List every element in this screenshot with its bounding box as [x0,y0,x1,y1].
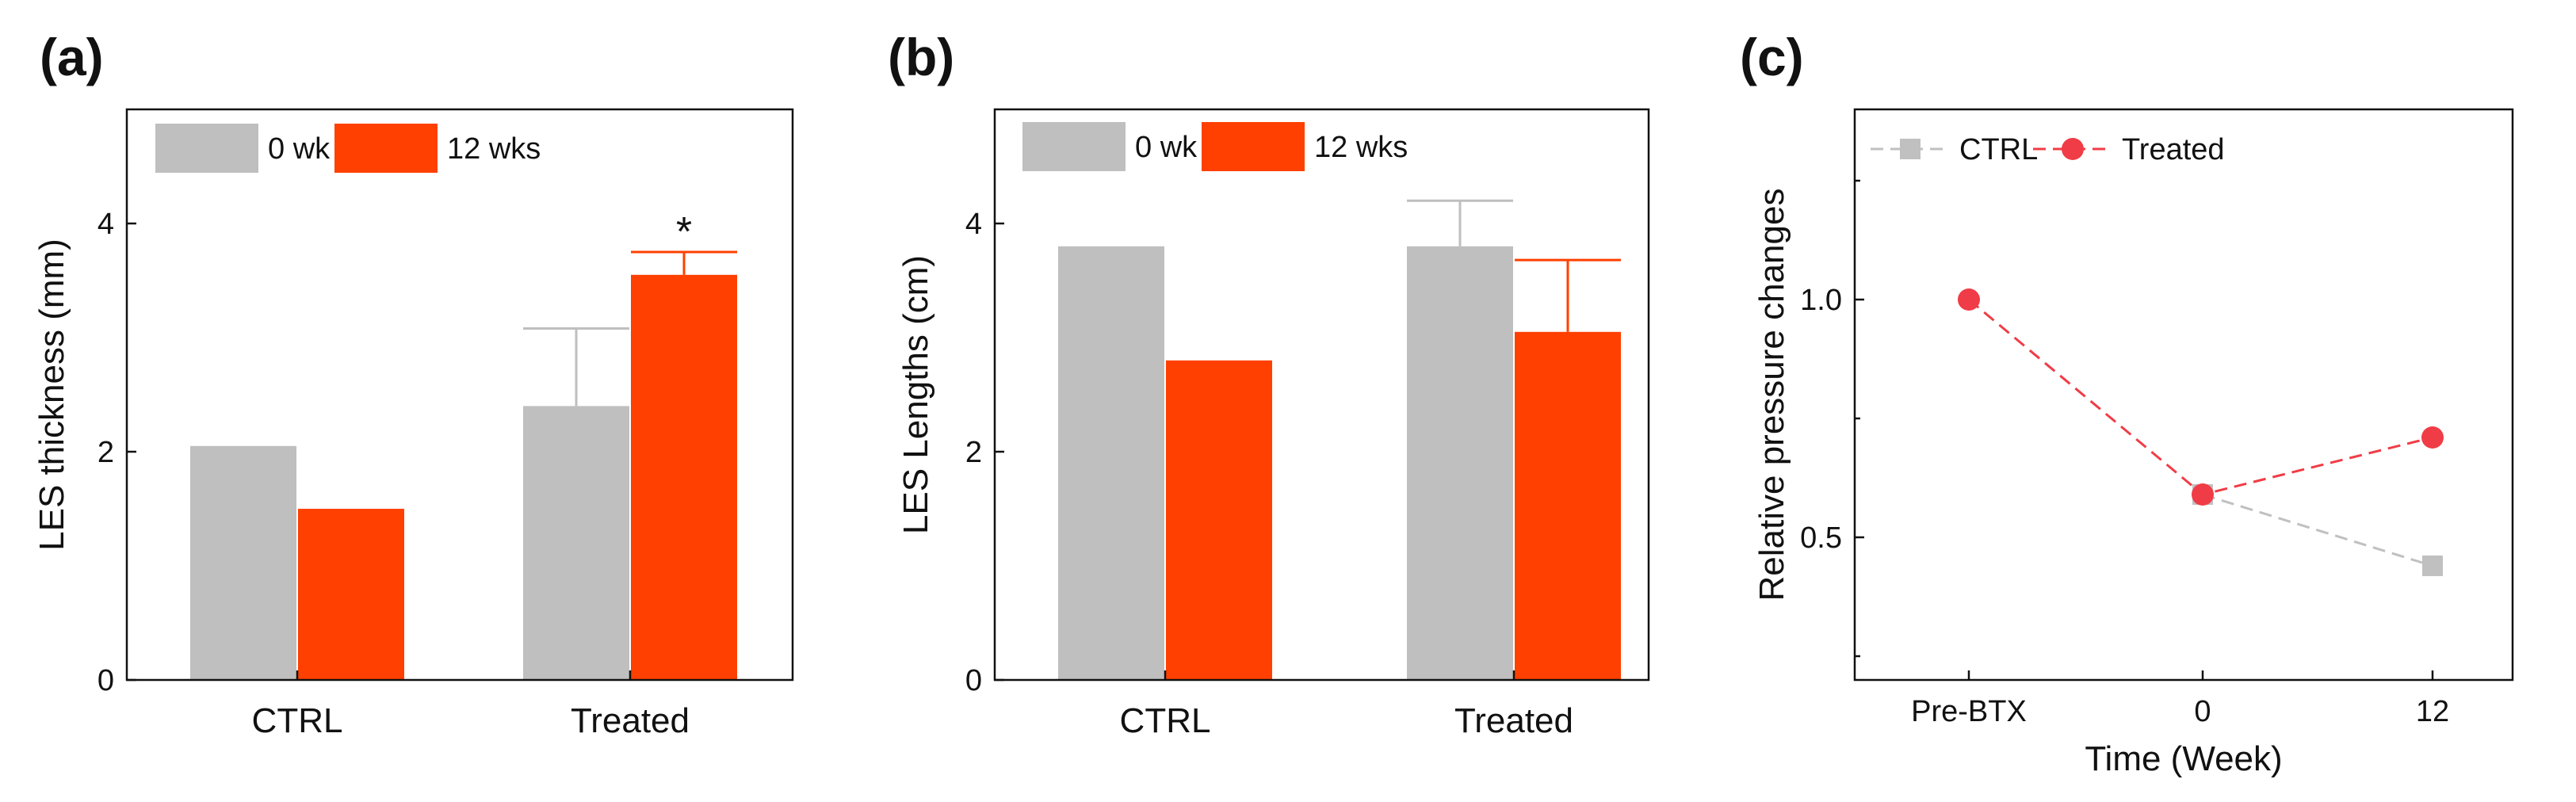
chart1-bar-0-wk-treated [1407,246,1513,680]
chart0-ytick-label-0: 0 [97,664,114,697]
chart2-ytick-label-1: 1.0 [1800,284,1842,317]
chart2-point-treated-0 [2192,483,2214,506]
chart0-xtick-label-treated: Treated [571,701,690,740]
chart0-bar-12-wks-ctrl [298,509,404,680]
chart1-ylabel: LES Lengths (cm) [896,255,935,534]
chart1-xtick-label-treated: Treated [1454,701,1573,740]
chart0-legend-swatch-12-wks [334,124,438,173]
chart-c-relative-pressure: 0.5 1.0 Pre-BTX 0 12 Relative pressure change… [1752,108,2514,778]
chart2-series-line-ctrl [2202,493,2433,567]
chart1-ytick-label-2: 4 [965,208,982,241]
panel-label-b: (b) [888,28,954,86]
chart2-ytick-label-0: 0.5 [1800,521,1842,555]
chart1-ytick-label-1: 2 [965,436,982,469]
chart1-legend-label-12-wks: 12 wks [1314,131,1408,164]
chart2-xtick-label-1: 0 [2194,695,2211,728]
chart0-legend-label-0-wk: 0 wk [268,132,331,166]
chart-a-les-thickness: * 0 2 4 CTRL Treated LES thickness (mm) 0 wk 12 … [32,108,794,740]
chart1-legend-label-0-wk: 0 wk [1135,131,1198,164]
chart2-xtick-label-0: Pre-BTX [1911,695,2027,728]
chart2-series-line-treated [1968,298,2433,496]
chart0-legend-label-12-wks: 12 wks [447,132,541,166]
chart2-xlabel: Time (Week) [2085,739,2282,778]
chart1-xtick-label-ctrl: CTRL [1120,701,1211,740]
chart2-legend-marker-treated [2062,138,2084,160]
chart0-bar-0-wk-treated [523,406,629,680]
chart1-bar-12-wks-ctrl [1166,360,1272,680]
chart2-legend-label-treated: Treated [2122,133,2225,166]
chart1-legend-swatch-12-wks [1202,122,1305,171]
chart1-ytick-label-0: 0 [965,664,982,697]
chart0-bar-12-wks-treated [631,274,737,680]
panel-label-a: (a) [40,28,104,86]
chart0-xtick-label-ctrl: CTRL [252,701,343,740]
chart1-legend-swatch-0-wk [1022,122,1126,171]
chart0-significance-marker-0: * [676,209,692,255]
chart0-legend-swatch-0-wk [155,124,258,173]
chart0-ytick-label-2: 4 [97,208,114,241]
chart1-bar-12-wks-treated [1515,331,1621,680]
chart2-point-ctrl-12 [2422,556,2443,576]
chart1-plot-frame [993,108,1650,682]
chart-b-les-lengths: 0 2 4 CTRL Treated LES Lengths (cm) 0 wk 12 wks [896,108,1650,740]
chart2-xtick-label-2: 12 [2416,695,2449,728]
chart2-legend-label-ctrl: CTRL [1959,133,2038,166]
chart0-plot-frame [125,108,794,682]
chart0-ylabel: LES thickness (mm) [32,239,71,551]
chart2-point-treated-pre-btx [1958,288,1980,311]
chart2-point-treated-12 [2421,426,2444,449]
chart2-ylabel: Relative pressure changes [1752,189,1791,602]
chart2-plot-frame [1853,108,2514,682]
chart2-legend-marker-ctrl [1900,139,1921,159]
chart0-ytick-label-1: 2 [97,436,114,469]
chart0-bar-0-wk-ctrl [190,445,296,680]
chart1-bar-0-wk-ctrl [1058,246,1164,680]
panel-label-c: (c) [1740,28,1804,86]
